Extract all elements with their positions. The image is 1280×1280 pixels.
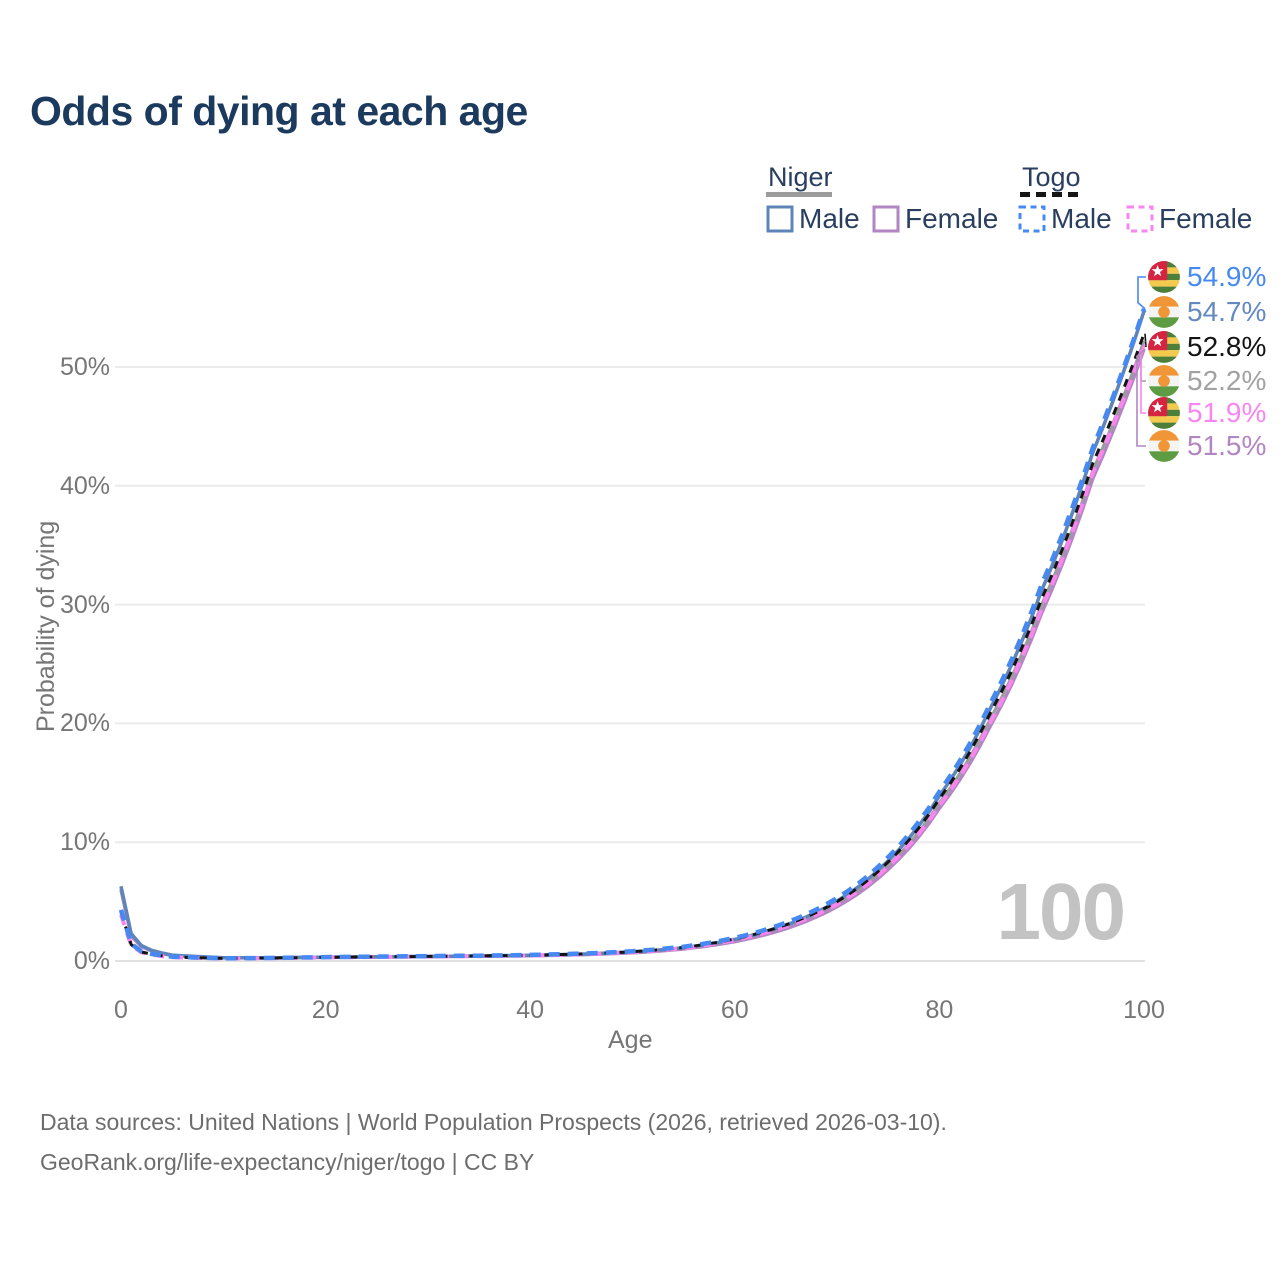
footer: Data sources: United Nations | World Pop… [40, 1102, 947, 1182]
togo-flag-icon [1148, 261, 1180, 293]
legend-country-togo-label: Togo [1022, 162, 1081, 192]
legend-country-niger: Niger [768, 162, 833, 193]
x-tick-20: 20 [311, 996, 340, 1024]
age-counter-watermark: 100 [996, 867, 1126, 956]
togo-dashed-line-sample [1020, 192, 1080, 197]
x-tick-100: 100 [1123, 996, 1165, 1024]
end-label-value: 51.9% [1187, 397, 1267, 428]
legend-niger-male-label: Male [799, 203, 860, 234]
niger-flag-icon [1148, 430, 1180, 462]
leader-line-niger_male [1144, 310, 1147, 313]
legend-niger-female[interactable]: Female [872, 203, 998, 235]
series-line-togo_male [118, 308, 1147, 961]
end-label-togo_both: 52.8% [1148, 330, 1266, 364]
legend-togo-female[interactable]: Female [1126, 203, 1252, 235]
legend-togo-female-label: Female [1159, 203, 1253, 234]
niger-solid-line-sample [766, 192, 832, 197]
y-tick-20%: 20% [59, 709, 110, 738]
leader-line-togo_male [1137, 276, 1146, 310]
y-axis-title: Probability of dying [32, 520, 60, 732]
end-label-value: 54.7% [1187, 296, 1267, 327]
series-line-togo_both [119, 333, 1146, 960]
x-axis-title: Age [608, 1026, 653, 1054]
legend-country-togo: Togo [1022, 162, 1081, 193]
footer-attribution: GeoRank.org/life-expectancy/niger/togo |… [40, 1149, 535, 1175]
y-tick-40%: 40% [59, 471, 110, 500]
end-label-niger_female: 51.5% [1148, 429, 1266, 463]
series-line-niger_male [119, 310, 1146, 960]
y-tick-50%: 50% [59, 353, 110, 381]
page-title: Odds of dying at each age [30, 88, 528, 134]
end-label-value: 52.2% [1187, 365, 1267, 396]
legend-niger-female-label: Female [905, 203, 999, 234]
end-label-niger_male: 54.7% [1148, 295, 1266, 329]
legend-niger-male[interactable]: Male [766, 203, 860, 235]
togo-male-swatch-icon [1018, 205, 1046, 233]
niger-male-swatch-icon [766, 205, 794, 233]
end-label-value: 52.8% [1187, 331, 1267, 362]
footer-sources: Data sources: United Nations | World Pop… [40, 1109, 947, 1135]
end-label-value: 51.5% [1187, 430, 1267, 461]
x-tick-40: 40 [516, 996, 545, 1024]
niger-flag-icon [1148, 296, 1180, 328]
leader-line-togo_female [1140, 344, 1146, 414]
togo-female-swatch-icon [1126, 205, 1154, 233]
y-tick-10%: 10% [59, 828, 110, 857]
x-tick-60: 60 [720, 996, 749, 1024]
niger-female-swatch-icon [872, 205, 900, 233]
end-label-togo_female: 51.9% [1148, 396, 1266, 430]
x-tick-80: 80 [925, 996, 954, 1024]
end-label-togo_male: 54.9% [1148, 260, 1266, 294]
x-tick-0: 0 [114, 996, 128, 1024]
y-tick-30%: 30% [59, 590, 110, 619]
legend-togo-male[interactable]: Male [1018, 203, 1112, 235]
legend-country-niger-label: Niger [768, 162, 833, 192]
end-label-value: 54.9% [1187, 261, 1267, 292]
togo-flag-icon [1148, 331, 1180, 363]
leader-line-togo_both [1144, 333, 1147, 348]
togo-flag-icon [1148, 397, 1180, 429]
niger-flag-icon [1148, 365, 1180, 397]
end-label-niger_both: 52.2% [1148, 364, 1266, 398]
leader-line-niger_female [1136, 348, 1146, 447]
legend-togo-male-label: Male [1051, 203, 1112, 234]
y-tick-0%: 0% [73, 947, 110, 975]
